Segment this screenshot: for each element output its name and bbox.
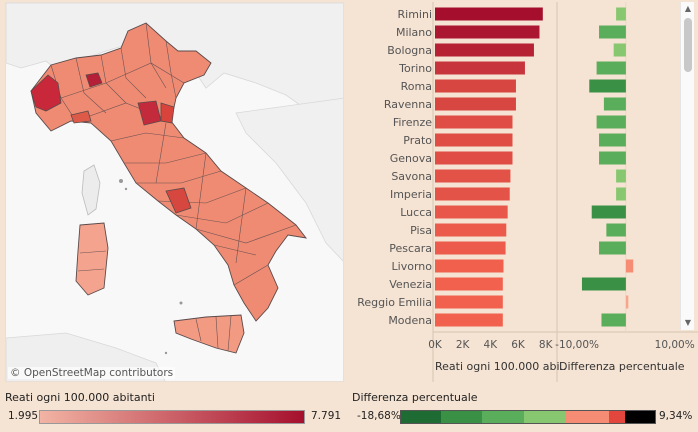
sicily-island [173,314,245,354]
category-label: Rimini [398,8,433,21]
category-label: Ravenna [384,98,432,111]
province-genova [70,110,92,124]
balkans-land [235,97,343,262]
category-label: Livorno [392,260,433,273]
diff-bar [599,133,626,147]
province-borders [50,22,297,286]
rate-legend-min: 1.995 [8,410,39,422]
x-tick-label: 2K [456,339,471,351]
category-label: Bologna [387,44,432,57]
italy-choropleth-map[interactable] [6,3,344,382]
diff-bar [616,187,626,201]
rate-legend-gradient [39,410,305,424]
diff-bar [625,259,634,273]
chart-background [352,2,698,382]
rate-bar [435,313,503,327]
category-label: Torino [398,62,432,75]
province-roma [165,187,192,214]
rate-bar [435,61,525,75]
diff-bar [596,61,626,75]
bar-chart-panel[interactable]: Rimini Milano Bologna Torino Roma Ravenna Fire… [352,2,698,382]
rate-bar [435,79,516,93]
rate-bar [435,169,511,183]
category-label: Firenze [393,116,432,129]
rate-bar [435,151,513,165]
rate-bar [435,115,513,129]
rate-bar [435,7,543,21]
category-label: Reggio Emilia [357,296,432,309]
diff-legend-step [440,411,483,423]
x-tick-label: -10,00% [555,339,599,351]
diff-bar [596,115,626,129]
category-label: Lucca [400,206,432,219]
triangle-up-icon[interactable]: ▲ [684,4,692,13]
category-label: Pescara [389,242,432,255]
x-tick-label: 8K [539,339,554,351]
x-tick-label: 0K [428,339,443,351]
corsica-island [81,164,101,216]
category-label: Imperia [390,188,432,201]
category-label: Prato [403,134,432,147]
diff-bar [625,295,629,309]
diff-legend-title: Differenza percentuale [352,391,478,404]
map-view[interactable]: © OpenStreetMap contributors [5,2,344,382]
rate-axis-title: Reati ogni 100.000 abi.. [435,360,567,373]
diff-bar [599,151,626,165]
scroll-thumb[interactable] [684,18,692,72]
diff-legend-step [401,411,441,423]
rate-legend-max: 7.791 [311,410,342,422]
category-label: Milano [396,26,432,39]
rate-bar [435,25,540,39]
diff-bar [601,313,626,327]
province-ravenna [160,102,175,124]
rate-bar [435,241,506,255]
province-milano [85,72,103,88]
x-tick-label: 6K [511,339,526,351]
diff-legend-step [524,411,566,423]
diff-bar [616,169,626,183]
diff-bar [589,79,626,93]
category-label: Roma [401,80,432,93]
diff-bar [599,25,626,39]
map-credit[interactable]: © OpenStreetMap contributors [8,367,176,379]
category-label: Genova [390,152,432,165]
diff-bar [599,241,626,255]
category-label: Modena [388,314,432,327]
triangle-down-icon[interactable]: ▼ [684,318,692,327]
diff-legend-step [625,411,655,423]
diff-axis-title: Differenza percentuale [559,360,685,373]
diff-legend-min: -18,68% [357,410,401,422]
diff-legend-steps [400,410,656,424]
rate-bar [435,295,503,309]
diff-bar [613,43,626,57]
rate-bar [435,223,507,237]
rate-bar [435,205,508,219]
rate-bar [435,277,503,291]
diff-legend-step [609,411,626,423]
diff-bar [591,205,626,219]
diff-bar [616,7,626,21]
sardinia-island [75,222,109,296]
province-torino [30,74,62,112]
vertical-scrollbar[interactable]: ▲ ▼ [680,2,694,330]
elba-island [119,179,123,183]
x-tick-label: 4K [484,339,499,351]
rate-bar [435,259,504,273]
rate-legend-title: Reati ogni 100.000 abitanti [5,391,155,404]
rate-bar [435,133,513,147]
category-label: Savona [391,170,432,183]
category-label: Venezia [389,278,432,291]
diff-bar [606,223,626,237]
rate-bar [435,97,516,111]
rate-bar [435,43,534,57]
diff-legend-step [565,411,610,423]
category-label: Pisa [410,224,432,237]
x-tick-label: 10,00% [655,339,695,351]
diff-bar [603,97,626,111]
diff-bar [581,277,626,291]
bar-chart[interactable]: Rimini Milano Bologna Torino Roma Ravenna Fire… [352,2,698,382]
diff-legend-step [482,411,525,423]
diff-legend-max: 9,34% [659,410,693,422]
rate-bar [435,187,510,201]
